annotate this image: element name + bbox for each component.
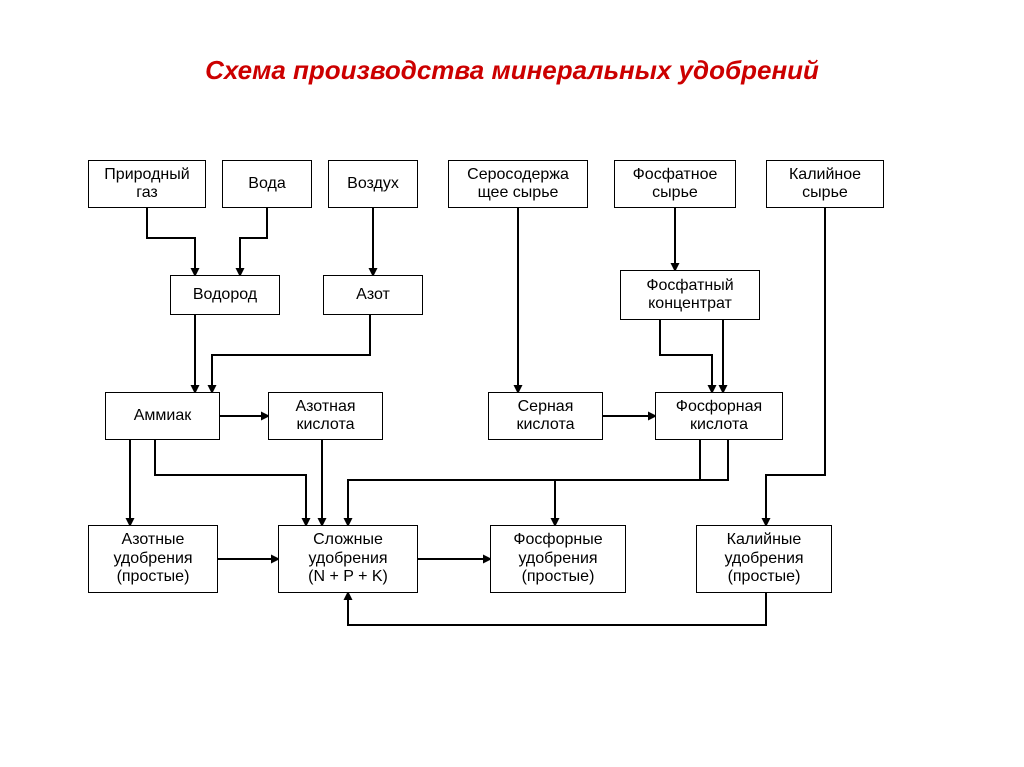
node-n_nitrogen: Азот [323,275,423,315]
edge-19 [348,593,766,625]
node-n_air: Воздух [328,160,418,208]
node-n_potash_raw: Калийноесырье [766,160,884,208]
edge-0 [147,208,195,275]
node-n_complex: Сложныеудобрения(N + P + K) [278,525,418,593]
edge-8 [660,320,712,392]
node-n_sulfur: Серосодержащее сырье [448,160,588,208]
edge-16 [555,440,728,525]
node-n_water: Вода [222,160,312,208]
node-n_ammonia: Аммиак [105,392,220,440]
node-n_phos_raw: Фосфатноесырье [614,160,736,208]
node-n_phos_conc: Фосфатныйконцентрат [620,270,760,320]
edge-1 [240,208,267,275]
edge-6 [212,315,370,392]
edge-12 [155,440,306,525]
node-n_nitr_fert: Азотныеудобрения(простые) [88,525,218,593]
edge-15 [348,440,700,525]
node-n_pot_fert: Калийныеудобрения(простые) [696,525,832,593]
node-n_phos_fert: Фосфорныеудобрения(простые) [490,525,626,593]
node-n_phosphoric: Фосфорнаякислота [655,392,783,440]
page-title: Схема производства минеральных удобрений [0,55,1024,86]
node-n_nitric: Азотнаякислота [268,392,383,440]
node-n_gas: Природныйгаз [88,160,206,208]
edges-layer [0,0,1024,767]
node-n_sulfuric: Сернаякислота [488,392,603,440]
node-n_hydrogen: Водород [170,275,280,315]
edge-20 [766,245,825,525]
